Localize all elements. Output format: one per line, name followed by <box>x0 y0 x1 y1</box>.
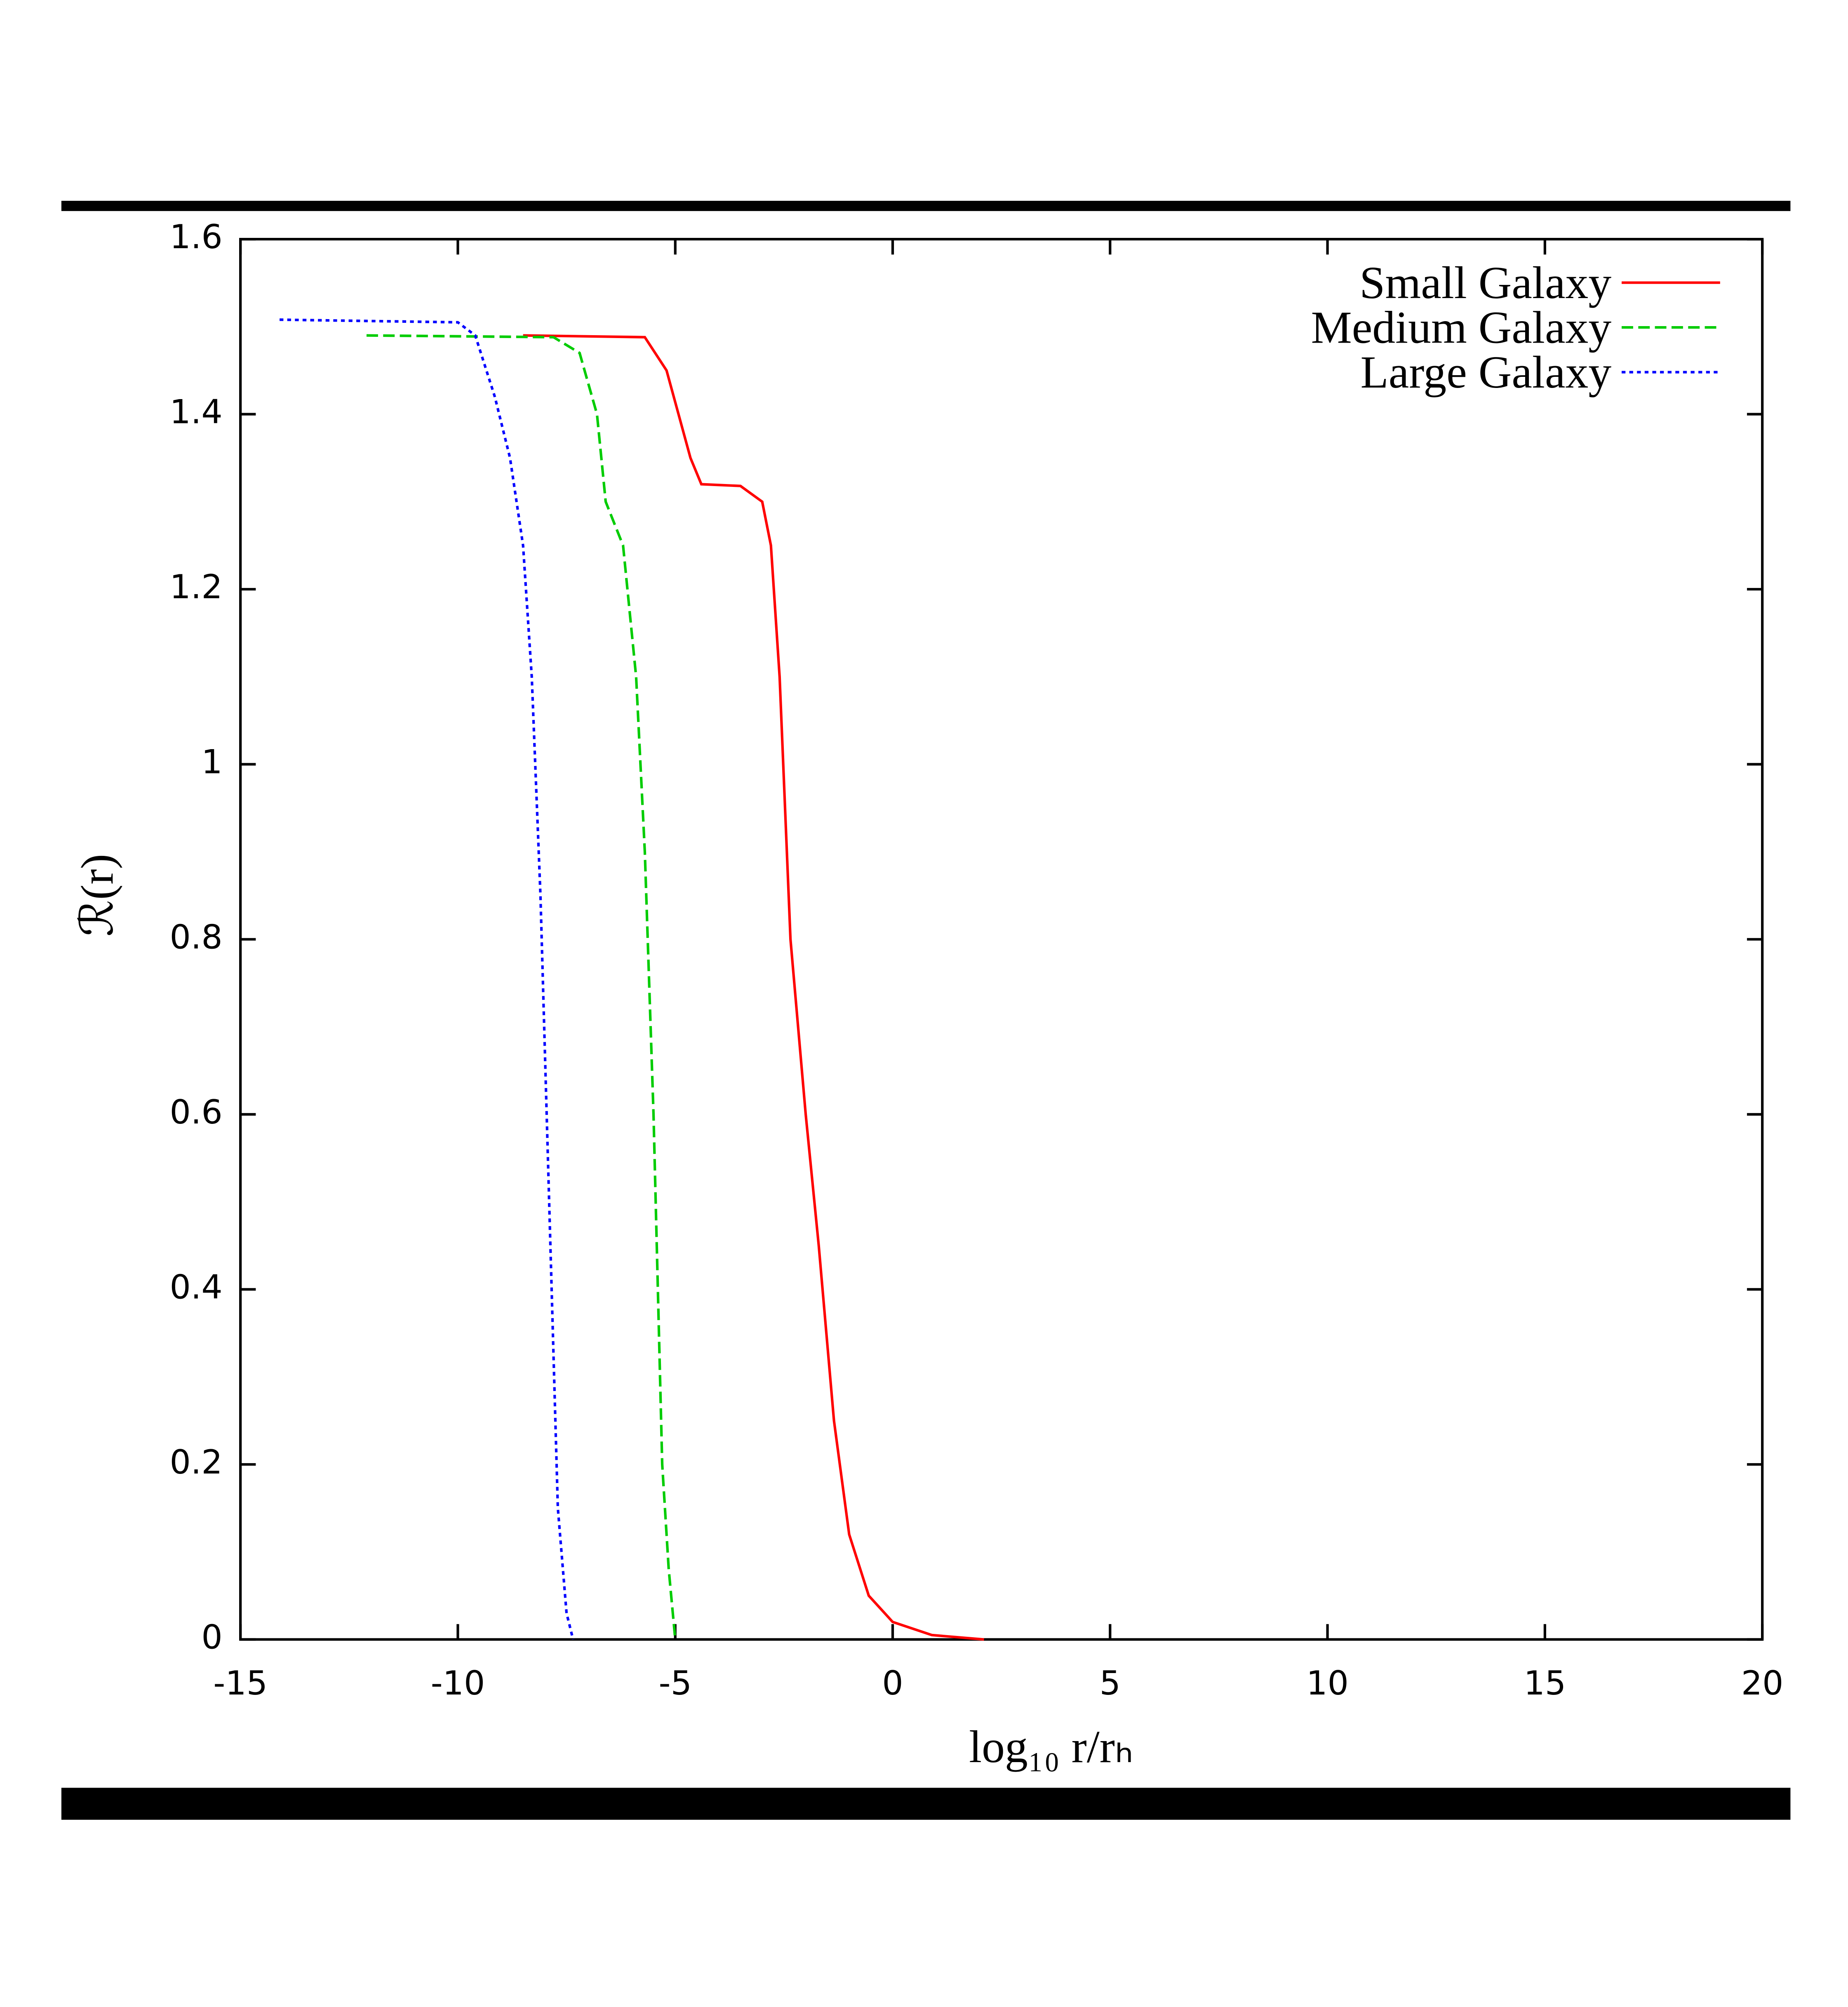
y-tick-label: 0.6 <box>169 1093 222 1132</box>
y-tick-label: 0 <box>201 1618 222 1657</box>
series-line <box>279 318 574 1640</box>
x-tick-label: 15 <box>1524 1664 1566 1703</box>
legend-label: Small Galaxy <box>1359 257 1611 308</box>
x-tick-label: -15 <box>213 1664 268 1703</box>
series-line <box>366 334 677 1640</box>
plot-frame <box>239 237 1764 1641</box>
y-tick-label: 1.2 <box>169 568 222 606</box>
legend-label: Large Galaxy <box>1361 347 1612 398</box>
y-tick-label: 0.8 <box>169 918 222 956</box>
x-tick-label: -5 <box>659 1664 692 1703</box>
y-tick-label: 0.4 <box>169 1268 222 1307</box>
x-tick-label: 20 <box>1741 1664 1784 1703</box>
y-tick-label: 1.6 <box>169 218 222 256</box>
x-tick-label: 5 <box>1100 1664 1121 1703</box>
y-tick-label: 0.2 <box>169 1443 222 1482</box>
legend-label: Medium Galaxy <box>1311 302 1611 353</box>
y-tick-label: 1 <box>201 743 222 782</box>
x-tick-label: 0 <box>882 1664 903 1703</box>
x-tick-label: -10 <box>431 1664 485 1703</box>
y-axis-label: ℛ(r) <box>72 854 123 937</box>
top-bar <box>61 201 1791 211</box>
bottom-bar <box>61 1788 1791 1820</box>
x-axis-label: log₁₀ r/rₕ <box>969 1721 1133 1772</box>
y-tick-label: 1.4 <box>169 393 222 432</box>
x-tick-label: 10 <box>1306 1664 1349 1703</box>
series-line <box>523 334 984 1641</box>
